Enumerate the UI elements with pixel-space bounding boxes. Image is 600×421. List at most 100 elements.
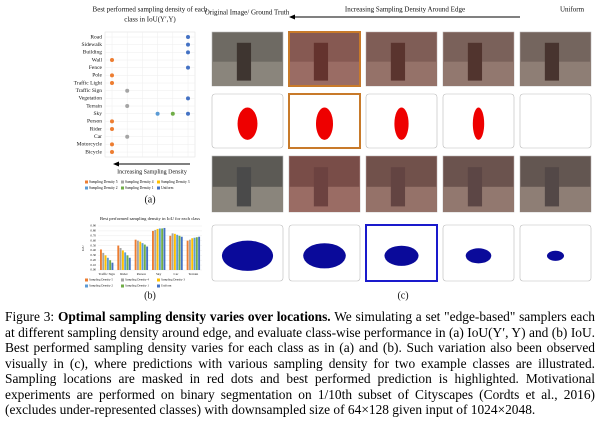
legend-label: Sampling Density 1	[125, 284, 149, 288]
figure: (a) Best performed sampling density of e…	[74, 6, 592, 301]
photo-detail	[236, 167, 252, 207]
plot-frame	[104, 31, 196, 158]
y-tick-label: 0.50	[90, 243, 96, 247]
mask-shape	[303, 243, 346, 269]
class-label: Fence	[89, 65, 103, 71]
axis-label: IoU	[81, 245, 85, 251]
bar	[126, 255, 129, 270]
mask-shape	[546, 250, 565, 261]
bar	[154, 229, 157, 270]
bar	[111, 262, 114, 270]
caption: Figure 3: Optimal sampling density varie…	[5, 309, 595, 418]
bar	[104, 255, 107, 270]
x-tick-label: Traffic Sign	[99, 272, 116, 276]
y-tick-label: 0.20	[90, 258, 96, 262]
x-tick-label: Sky	[156, 272, 162, 276]
photo-detail	[236, 42, 252, 81]
class-label: Wall	[92, 57, 103, 63]
bar	[176, 234, 179, 270]
bar	[143, 244, 146, 270]
dot	[110, 150, 114, 155]
bar	[173, 233, 176, 270]
column-header: Uniform	[560, 6, 585, 14]
mask-shape	[394, 107, 409, 140]
highlight	[288, 31, 361, 87]
panel-title: class in IoU(Y′,Y)	[124, 16, 176, 24]
legend-swatch	[157, 180, 160, 184]
bar	[109, 260, 112, 270]
y-tick-label: 0.90	[90, 224, 96, 228]
dot	[110, 142, 114, 147]
bar	[169, 235, 172, 270]
legend-swatch	[157, 284, 160, 288]
bar	[146, 246, 149, 270]
legend-swatch	[157, 278, 160, 282]
class-label: Rider	[90, 126, 102, 132]
class-label: Terrain	[86, 103, 102, 109]
mask-shape	[221, 240, 274, 271]
legend-label: Sampling Density 1	[125, 186, 154, 190]
bar	[198, 236, 201, 270]
legend-label: Sampling Density 2	[89, 284, 113, 288]
sampling-overlay	[289, 32, 360, 86]
class-label: Person	[87, 119, 102, 125]
class-label: Pole	[92, 73, 102, 79]
legend-swatch	[121, 180, 124, 184]
legend-swatch	[85, 284, 88, 288]
class-label: Building	[83, 50, 103, 56]
bar	[156, 228, 159, 270]
photo-detail	[390, 42, 406, 81]
sampling-overlay	[520, 156, 591, 212]
legend-swatch	[121, 284, 124, 288]
class-label: Sky	[93, 111, 102, 117]
class-label: Road	[90, 34, 102, 40]
panel-label: (c)	[397, 290, 408, 301]
panel-label: (a)	[144, 194, 155, 205]
x-tick-label: Terrain	[188, 272, 198, 276]
bar	[180, 236, 183, 270]
bar	[161, 228, 164, 270]
panel-title: Best performed sampling density of each	[93, 6, 208, 14]
legend-swatch	[121, 186, 124, 190]
dot	[186, 65, 190, 70]
bar	[119, 248, 122, 270]
photo-detail	[390, 167, 406, 207]
column-header: Original Image/ Ground Truth	[205, 9, 290, 17]
bar	[141, 243, 144, 270]
photo-detail	[313, 167, 329, 207]
dot	[110, 81, 114, 86]
legend-label: Sampling Density 4	[125, 278, 149, 282]
sampling-overlay	[366, 156, 437, 212]
dot	[186, 111, 190, 116]
dot	[186, 50, 190, 55]
arrow-head	[113, 161, 119, 167]
class-label: Traffic Light	[74, 79, 103, 86]
bar	[106, 257, 109, 270]
dot	[110, 73, 114, 78]
bar	[163, 227, 166, 270]
class-label: Motorcycle	[77, 142, 103, 148]
bar	[100, 249, 102, 270]
sampling-overlay	[289, 156, 360, 212]
sampling-overlay	[520, 32, 591, 86]
legend-label: Uniform	[161, 284, 172, 288]
legend-label: Sampling Density 3	[161, 278, 185, 282]
photo-detail	[544, 167, 560, 207]
class-label: Sidewalk	[82, 42, 103, 48]
y-tick-label: 0.60	[90, 238, 96, 242]
sampling-overlay	[443, 32, 514, 86]
photo-detail	[544, 42, 560, 81]
bar	[171, 233, 174, 270]
bar	[186, 240, 189, 270]
column-header: Increasing Sampling Density Around Edge	[345, 6, 465, 14]
caption-bold: Optimal sampling density varies over loc…	[57, 309, 331, 324]
dot	[110, 58, 114, 63]
bar	[193, 237, 196, 270]
dot	[186, 42, 190, 47]
highlight	[288, 93, 361, 149]
dot	[186, 96, 190, 101]
arrow-label: Increasing Sampling Density	[117, 169, 187, 175]
dot	[125, 134, 130, 139]
mask-shape	[384, 245, 419, 266]
photo-detail	[467, 42, 483, 81]
